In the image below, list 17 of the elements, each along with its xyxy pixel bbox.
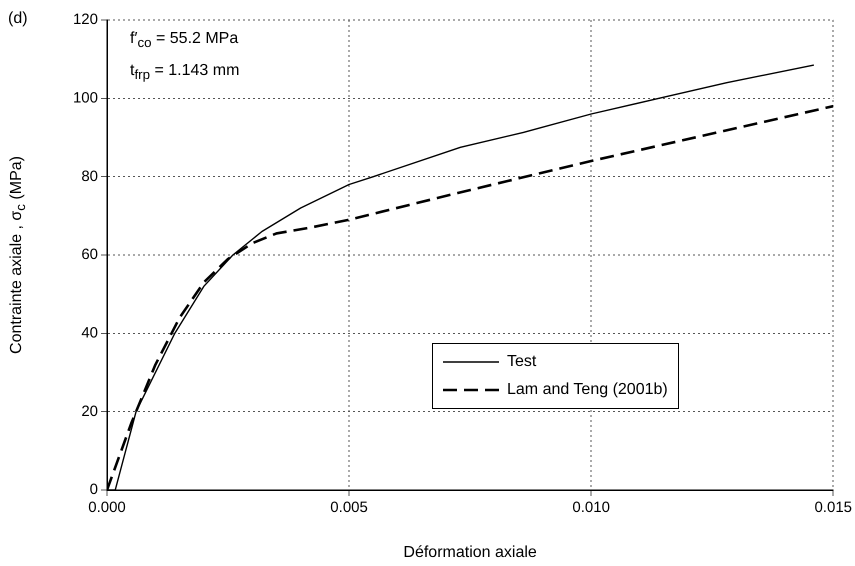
y-tick-label: 20 xyxy=(81,402,98,420)
x-tick-label: 0.000 xyxy=(88,499,126,516)
y-tick-label: 60 xyxy=(81,246,98,264)
legend-label: Lam and Teng (2001b) xyxy=(507,381,668,399)
annotation: f′$_{co}$ = 55.2 MPa xyxy=(130,30,238,50)
text: (d) xyxy=(8,10,28,28)
y-tick-label: 120 xyxy=(72,11,98,28)
annotation: t$_{frp}$ = 1.143 mm xyxy=(130,62,240,82)
y-tick-label: 100 xyxy=(72,89,98,106)
y-tick-label: 80 xyxy=(81,168,98,185)
x-tick-label: 0.005 xyxy=(330,499,368,516)
x-tick-label: 0.010 xyxy=(572,499,610,516)
y-tick-label: 0 xyxy=(90,481,98,498)
legend-label: Test xyxy=(507,353,536,371)
x-tick-label: 0.015 xyxy=(814,499,852,516)
x-axis-title: Déformation axiale xyxy=(403,544,537,561)
y-tick-label: 40 xyxy=(81,324,98,342)
